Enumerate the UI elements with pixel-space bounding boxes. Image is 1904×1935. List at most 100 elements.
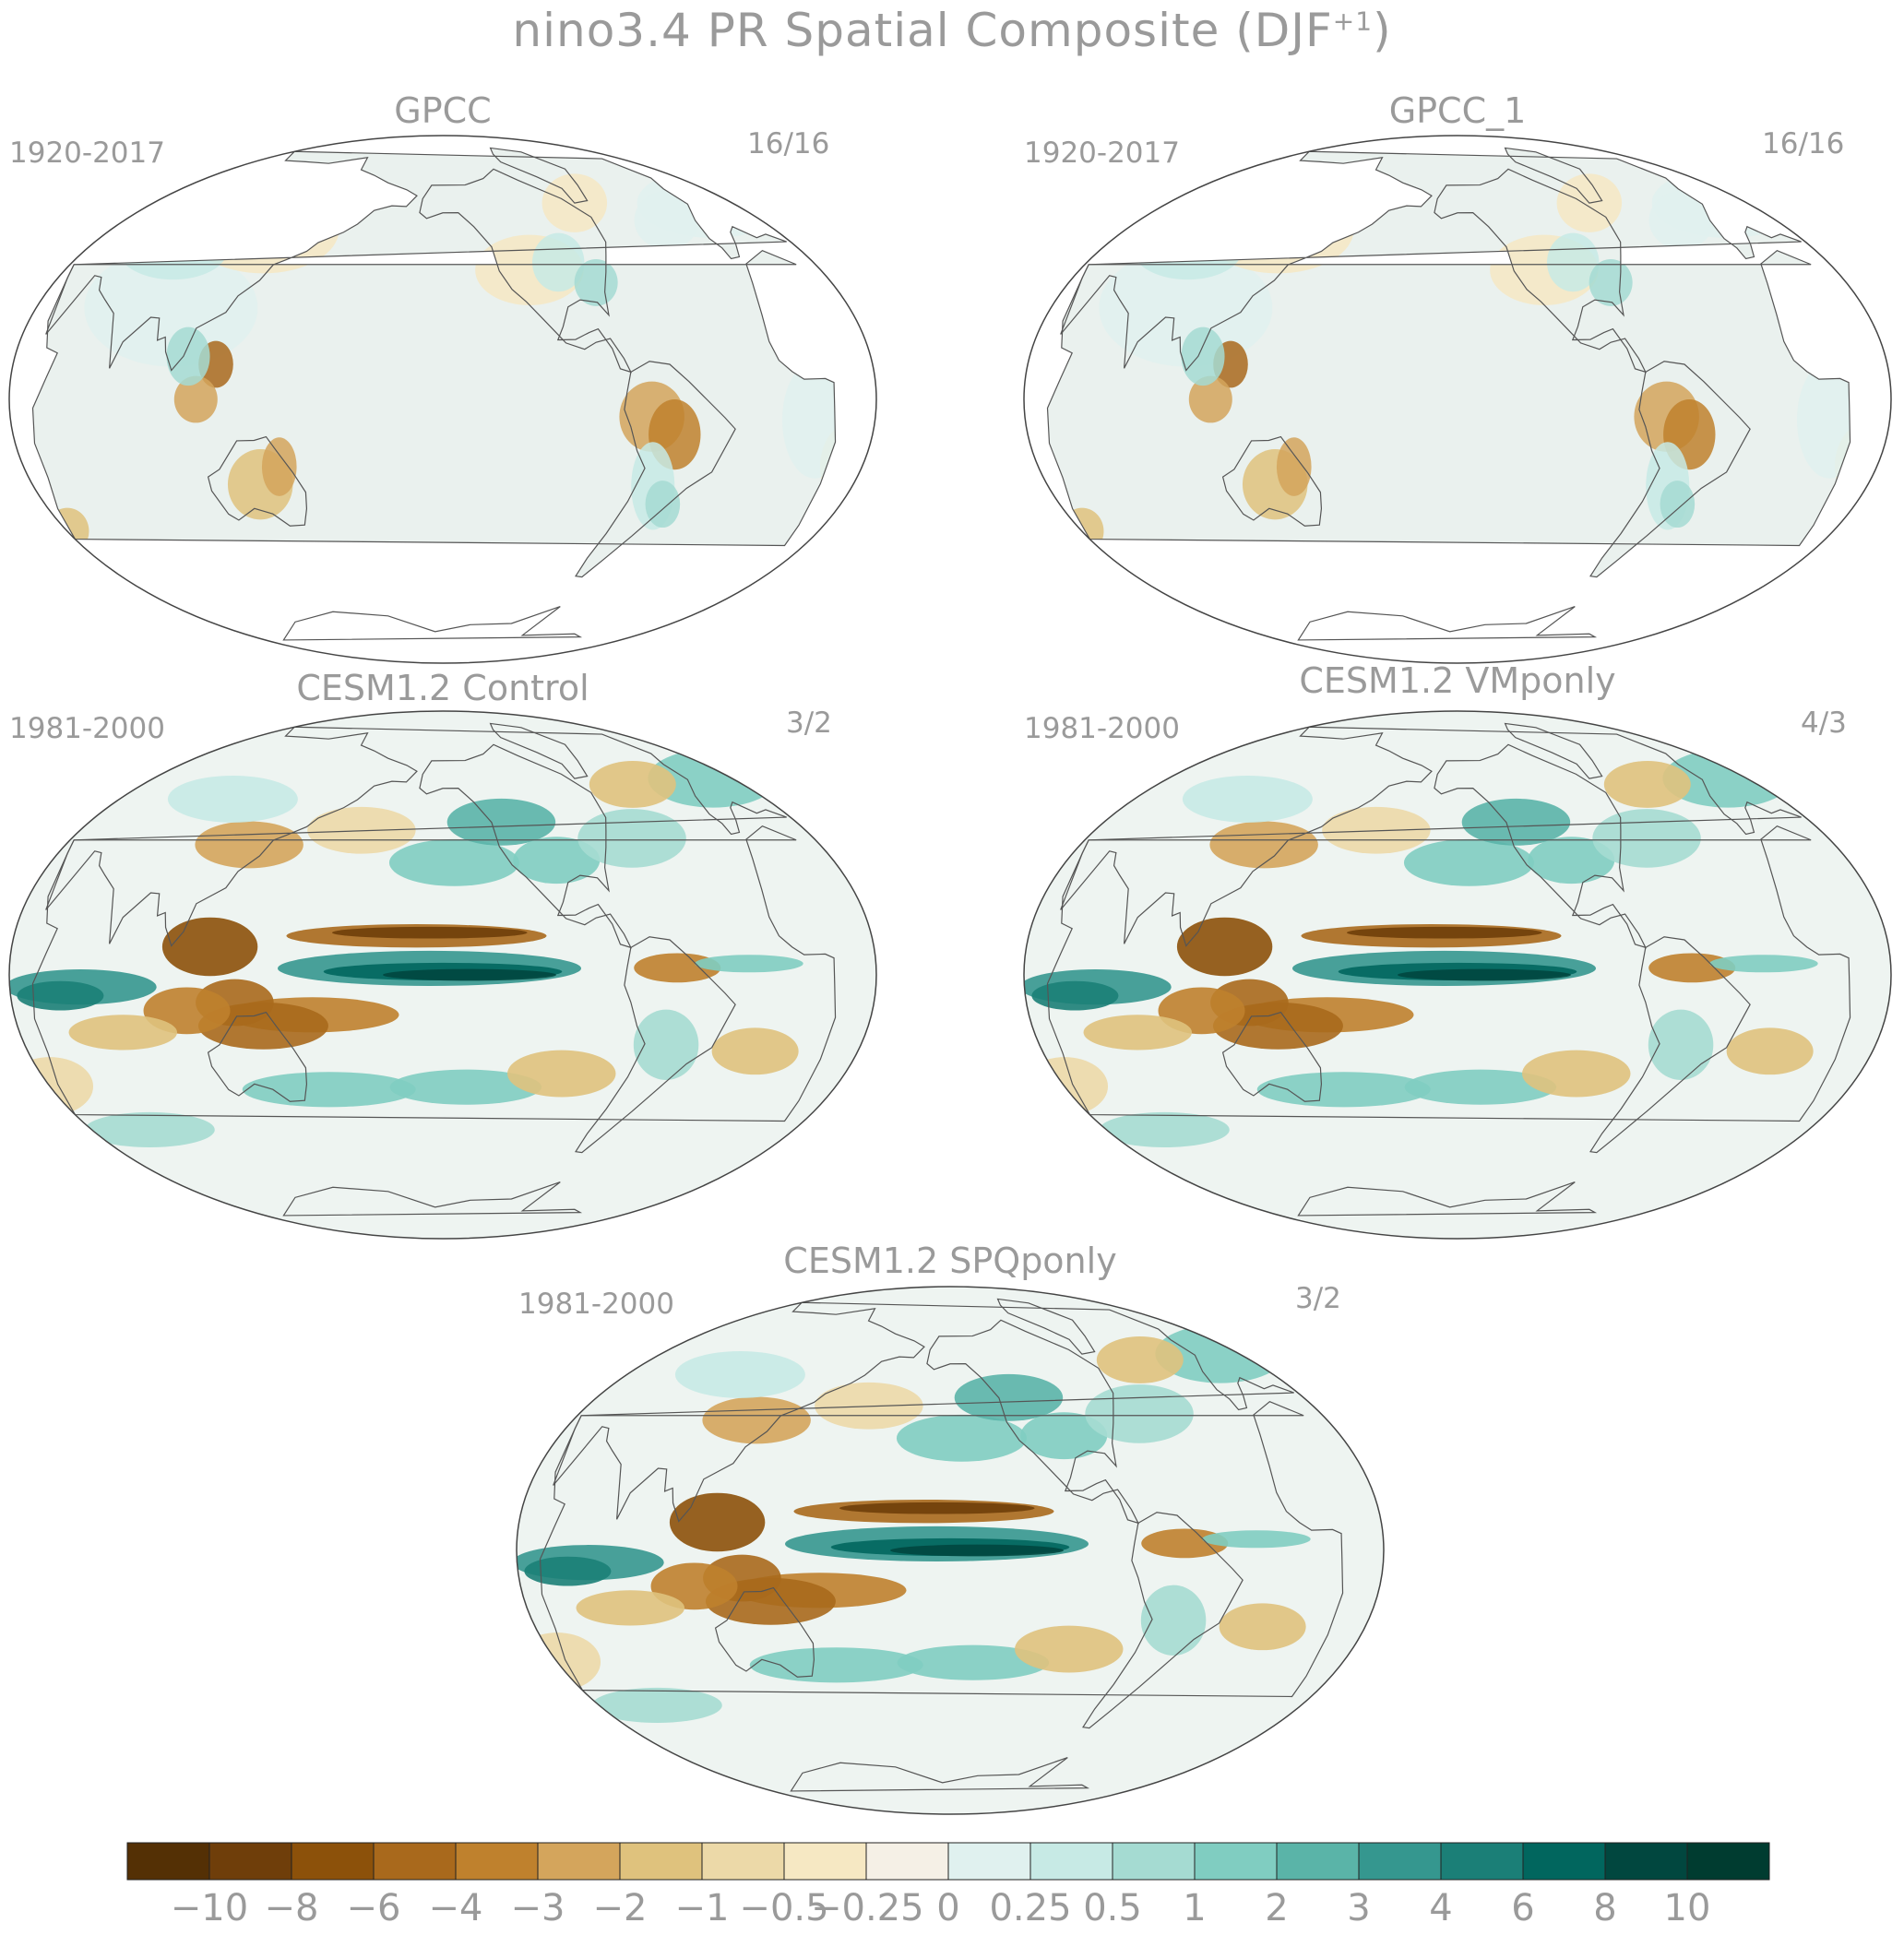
coastline: [1434, 743, 1648, 949]
coastline: [419, 168, 633, 374]
colorbar-tick-label: 0: [936, 1887, 960, 1929]
coastline: [31, 250, 837, 547]
precip-anomaly-blob: [1547, 232, 1600, 292]
colorbar-tick-label: −6: [346, 1887, 401, 1929]
coastline: [575, 361, 736, 578]
figure-title: nino3.4 PR Spatial Composite (DJF+1): [0, 4, 1904, 57]
coastline: [996, 1298, 1096, 1355]
colorbar-tick-label: 10: [1663, 1887, 1711, 1929]
panel-title: GPCC_1: [1388, 90, 1527, 131]
precip-anomaly-blob: [645, 481, 681, 528]
coastline: [419, 743, 633, 949]
precip-anomaly-blob: [954, 1373, 1064, 1421]
precip-anomaly-blob: [711, 1027, 799, 1075]
colorbar-swatch: [947, 1842, 1031, 1881]
precip-anomaly-blob: [1083, 1015, 1193, 1051]
colorbar-tick-label: 0.25: [989, 1887, 1072, 1929]
coastline: [1060, 726, 1802, 947]
precip-anomaly-blob: [389, 1069, 542, 1105]
precip-anomaly-blob: [1181, 326, 1225, 386]
coastline: [1046, 825, 1851, 1122]
precip-anomaly-blob: [1660, 481, 1696, 528]
precip-anomaly-blob: [195, 821, 303, 869]
precip-anomaly-blob: [1404, 1069, 1557, 1105]
precip-anomaly-blob: [1015, 1625, 1124, 1673]
precip-anomaly-blob: [1528, 837, 1615, 884]
precip-anomaly-blob: [446, 798, 556, 846]
colorbar-tick-label: 4: [1429, 1887, 1453, 1929]
precip-anomaly-blob: [674, 1350, 805, 1398]
precip-anomaly-blob: [524, 1556, 612, 1586]
coastline: [207, 435, 308, 527]
colorbar-swatch: [701, 1842, 785, 1881]
colorbar-swatch: [1440, 1842, 1524, 1881]
colorbar-swatch: [865, 1842, 949, 1881]
precip-anomaly-blob: [166, 326, 210, 386]
precip-anomaly-blob: [839, 1502, 1035, 1514]
precip-anomaly-blob: [382, 968, 556, 981]
precip-anomaly-blob: [507, 1050, 616, 1098]
precip-anomaly-blob: [589, 761, 676, 808]
coastline: [1060, 150, 1802, 372]
coastline: [553, 1301, 1294, 1523]
precip-anomaly-blob: [1188, 375, 1232, 423]
coastline: [926, 1319, 1140, 1525]
colorbar-tick-label: −10: [170, 1887, 249, 1929]
colorbar-tick-label: −0.25: [811, 1887, 924, 1929]
colorbar-tick-label: 2: [1265, 1887, 1289, 1929]
panel-period: 1920-2017: [1024, 137, 1180, 170]
colorbar-tick-label: 8: [1593, 1887, 1617, 1929]
map-panel: [8, 135, 877, 664]
colorbar-swatch: [1686, 1842, 1770, 1881]
coastline: [489, 147, 589, 204]
colorbar-swatch: [619, 1842, 703, 1881]
precip-anomaly-blob: [1592, 809, 1701, 868]
precip-anomaly-blob: [1461, 798, 1571, 846]
precip-anomaly-blob: [17, 980, 104, 1011]
coastline: [282, 1181, 583, 1217]
precip-anomaly-blob: [1176, 917, 1273, 977]
precip-anomaly-blob: [1709, 955, 1818, 973]
precip-anomaly-blob: [1140, 1585, 1207, 1656]
colorbar-swatch: [1194, 1842, 1278, 1881]
precip-anomaly-blob: [261, 437, 297, 496]
precip-anomaly-blob: [1648, 190, 1715, 250]
precip-anomaly-blob: [84, 1111, 215, 1148]
precip-anomaly-blob: [695, 955, 803, 973]
colorbar-tick-label: −2: [592, 1887, 648, 1929]
precip-anomaly-blob: [1099, 1111, 1230, 1148]
coastline: [790, 1757, 1090, 1792]
precip-anomaly-blob: [1796, 361, 1850, 479]
colorbar-swatch: [126, 1842, 210, 1881]
coastline: [1221, 1011, 1323, 1102]
coastline: [1589, 936, 1751, 1154]
figure-title-text: nino3.4 PR Spatial Composite (DJF: [512, 4, 1333, 57]
precip-anomaly-blob: [161, 917, 258, 977]
colorbar-tick-label: −1: [674, 1887, 730, 1929]
colorbar-swatch: [1358, 1842, 1442, 1881]
precip-anomaly-blob: [781, 361, 836, 479]
coastline: [575, 936, 736, 1154]
precip-anomaly-blob: [68, 1015, 178, 1051]
precip-anomaly-blob: [1522, 1050, 1631, 1098]
precip-anomaly-blob: [1726, 1027, 1814, 1075]
coastline: [45, 150, 787, 372]
precip-anomaly-blob: [242, 1072, 416, 1108]
colorbar-tick-label: 6: [1511, 1887, 1535, 1929]
precip-anomaly-blob: [1020, 1412, 1108, 1460]
precip-anomaly-blob: [1276, 437, 1312, 496]
map-panel: [1023, 710, 1892, 1240]
colorbar-tick-label: −0.5: [739, 1887, 829, 1929]
coastline: [1434, 168, 1648, 374]
colorbar-swatch: [783, 1842, 867, 1881]
precip-anomaly-blob: [1202, 1530, 1311, 1549]
precip-anomaly-blob: [1256, 1072, 1431, 1108]
panel-title: GPCC: [394, 90, 492, 131]
precip-anomaly-blob: [574, 258, 618, 306]
precip-anomaly-blob: [332, 926, 528, 939]
precip-anomaly-blob: [577, 809, 686, 868]
panel-count: 3/2: [786, 706, 832, 740]
colorbar-tick-label: −4: [428, 1887, 483, 1929]
coastline: [1221, 435, 1323, 527]
